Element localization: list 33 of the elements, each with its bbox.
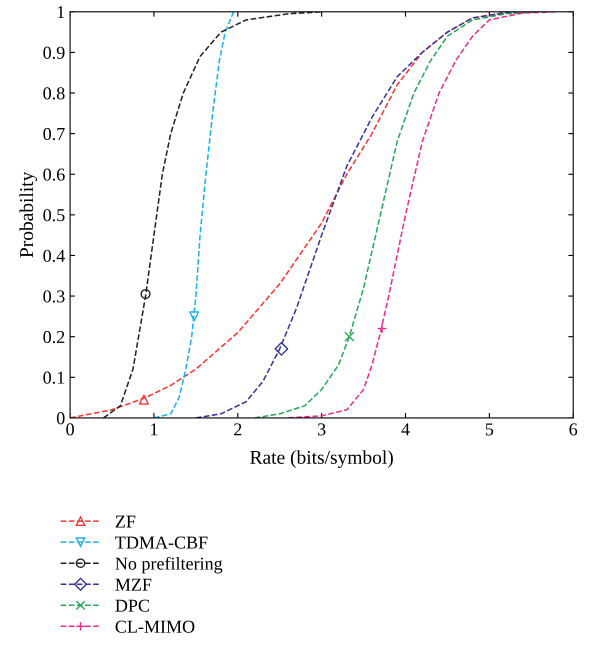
legend-label: ZF bbox=[116, 516, 136, 528]
x-tick-label: 1 bbox=[151, 423, 158, 436]
x-tick-label: 6 bbox=[569, 423, 578, 436]
y-tick-label: 0.5 bbox=[43, 209, 65, 222]
y-tick-label: 0.9 bbox=[43, 46, 64, 59]
y-tick-label: 0.3 bbox=[43, 290, 65, 303]
legend-label: No prefiltering bbox=[115, 556, 222, 574]
y-axis-title: Probability bbox=[19, 172, 38, 258]
point bbox=[376, 323, 388, 334]
legend-label: MZF bbox=[115, 578, 152, 591]
line-series bbox=[153, 12, 234, 418]
x-axis-title: Rate (bits/symbol) bbox=[250, 450, 393, 468]
y-tick-label: 0.4 bbox=[43, 250, 65, 262]
point bbox=[189, 311, 200, 322]
x-tick-label: 2 bbox=[234, 423, 242, 436]
x-tick-label: 4 bbox=[401, 423, 410, 436]
y-tick-label: 1 bbox=[58, 6, 64, 18]
y-tick-label: 0.6 bbox=[43, 168, 65, 181]
point bbox=[138, 394, 149, 405]
y-tick-label: 0.1 bbox=[43, 372, 64, 384]
x-tick-label: 0 bbox=[66, 423, 74, 436]
legend-label: TDMA-CBF bbox=[115, 536, 208, 549]
y-tick-label: 0 bbox=[56, 412, 65, 424]
point bbox=[274, 342, 288, 356]
y-tick-label: 0.2 bbox=[43, 330, 64, 344]
y-tick-label: 0.7 bbox=[43, 128, 65, 140]
x-tick-label: 3 bbox=[318, 423, 326, 436]
point bbox=[140, 288, 151, 300]
point bbox=[344, 332, 354, 342]
legend-label: CL-MIMO bbox=[116, 620, 194, 633]
y-tick-label: 0.8 bbox=[43, 87, 65, 100]
x-tick-label: 5 bbox=[486, 423, 494, 436]
legend-label: DPC bbox=[115, 600, 149, 612]
